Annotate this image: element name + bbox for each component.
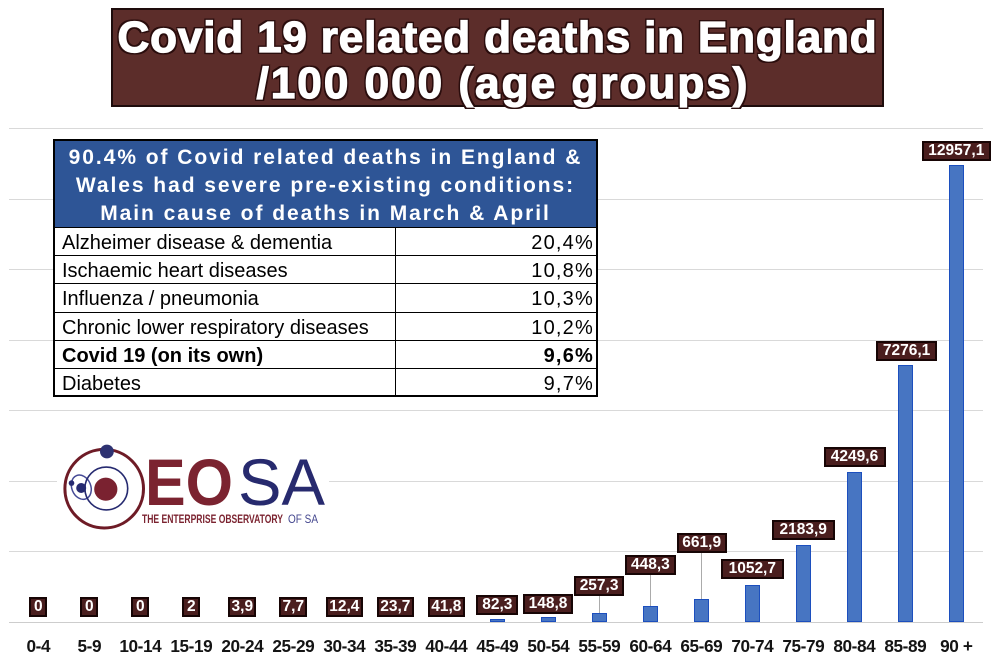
svg-text:THE ENTERPRISE OBSERVATORY: THE ENTERPRISE OBSERVATORY [142, 512, 283, 526]
svg-text:SA: SA [238, 445, 325, 519]
svg-text:OF SA: OF SA [288, 512, 318, 526]
svg-text:EO: EO [145, 445, 233, 519]
